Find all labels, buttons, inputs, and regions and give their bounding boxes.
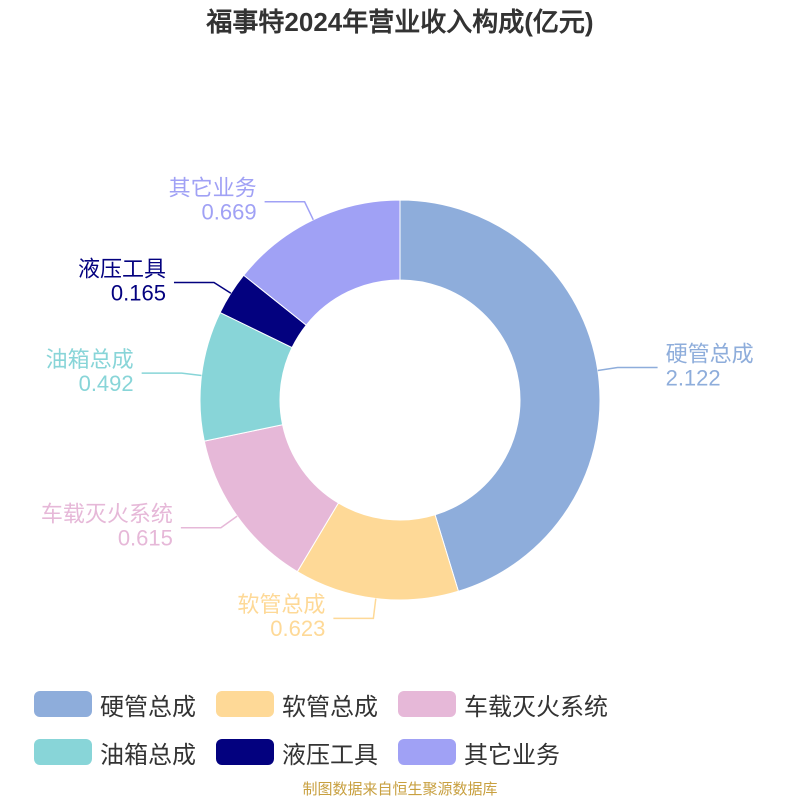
slice-value: 0.615: [118, 526, 173, 551]
legend-item: 其它业务: [398, 738, 560, 769]
legend-swatch: [398, 739, 456, 765]
leader-line: [141, 372, 202, 377]
slice-label: 软管总成: [237, 592, 325, 617]
slice-value: 0.492: [79, 371, 134, 396]
legend-label: 油箱总成: [100, 741, 196, 769]
legend-label: 其它业务: [464, 741, 560, 769]
slice-value: 0.165: [111, 280, 166, 305]
donut-slice: [243, 199, 401, 326]
legend-label: 车载灭火系统: [464, 693, 608, 721]
donut-slice: [399, 199, 601, 592]
chart-title: 福事特2024年营业收入构成(亿元): [205, 7, 593, 37]
legend-item: 软管总成: [216, 690, 378, 721]
leader-line: [173, 281, 232, 294]
slice-value: 0.669: [202, 200, 257, 225]
leader-line: [333, 598, 377, 620]
legend-swatch: [398, 691, 456, 717]
slice-value: 0.623: [270, 616, 325, 641]
slice-label: 液压工具: [78, 256, 166, 281]
slice-label: 油箱总成: [46, 347, 134, 372]
legend-swatch: [34, 739, 92, 765]
legend-item: 液压工具: [216, 738, 378, 769]
slice-value: 2.122: [666, 365, 721, 390]
leader-line: [180, 515, 238, 529]
slice-label: 车载灭火系统: [41, 502, 173, 527]
slice-label: 硬管总成: [666, 341, 754, 366]
legend-swatch: [34, 691, 92, 717]
legend-item: 硬管总成: [34, 690, 196, 721]
legend-label: 软管总成: [282, 693, 378, 721]
legend: 硬管总成 软管总成 车载灭火系统油箱总成 液压工具 其它业务: [34, 690, 784, 769]
legend-swatch: [216, 739, 274, 765]
legend-item: 车载灭火系统: [398, 690, 608, 721]
slice-label: 其它业务: [169, 176, 257, 201]
leader-line: [264, 201, 314, 221]
source-note: 制图数据来自恒生聚源数据库: [302, 781, 498, 798]
legend-item: 油箱总成: [34, 738, 196, 769]
legend-swatch: [216, 691, 274, 717]
legend-label: 硬管总成: [100, 693, 196, 721]
legend-label: 液压工具: [282, 741, 378, 769]
leader-line: [597, 366, 658, 372]
